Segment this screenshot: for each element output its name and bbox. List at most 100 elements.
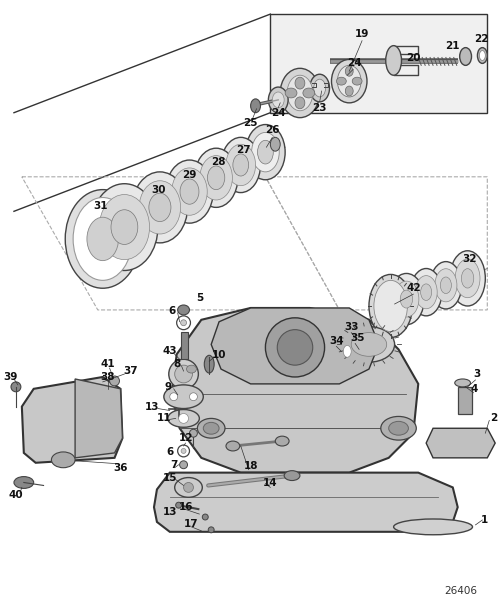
Ellipse shape [344, 345, 351, 357]
Ellipse shape [91, 184, 158, 270]
Text: 33: 33 [344, 321, 358, 332]
Ellipse shape [178, 305, 190, 315]
Ellipse shape [284, 471, 300, 481]
Ellipse shape [200, 156, 232, 200]
Text: 4: 4 [471, 384, 478, 394]
Text: 16: 16 [180, 502, 194, 512]
Text: 35: 35 [350, 332, 364, 343]
Text: 27: 27 [236, 145, 251, 155]
Ellipse shape [355, 348, 363, 362]
Ellipse shape [65, 190, 140, 289]
Ellipse shape [194, 148, 238, 207]
Ellipse shape [450, 251, 486, 306]
Ellipse shape [52, 452, 75, 468]
Ellipse shape [435, 269, 457, 302]
Circle shape [180, 320, 186, 326]
Text: 24: 24 [347, 59, 362, 68]
Ellipse shape [344, 327, 394, 362]
Ellipse shape [204, 355, 214, 373]
Ellipse shape [252, 132, 279, 172]
Text: 40: 40 [8, 490, 23, 500]
Ellipse shape [149, 193, 171, 221]
Polygon shape [172, 308, 418, 473]
Ellipse shape [166, 160, 213, 223]
Polygon shape [211, 308, 379, 384]
Ellipse shape [276, 436, 289, 446]
Ellipse shape [340, 340, 355, 363]
Text: 12: 12 [180, 433, 194, 443]
Ellipse shape [280, 68, 320, 118]
Circle shape [174, 365, 192, 383]
Ellipse shape [221, 137, 260, 193]
Circle shape [180, 461, 188, 468]
Circle shape [266, 318, 324, 377]
Circle shape [178, 445, 190, 457]
Ellipse shape [164, 385, 203, 409]
Text: 13: 13 [162, 507, 177, 517]
Text: 41: 41 [100, 359, 115, 369]
Ellipse shape [226, 144, 256, 185]
Text: 1: 1 [480, 515, 488, 525]
FancyBboxPatch shape [458, 387, 471, 414]
Ellipse shape [310, 74, 330, 102]
Ellipse shape [332, 59, 367, 103]
Ellipse shape [272, 92, 284, 108]
Ellipse shape [388, 273, 424, 325]
Ellipse shape [186, 365, 196, 373]
Text: 17: 17 [184, 519, 199, 529]
Text: 34: 34 [329, 336, 344, 345]
Ellipse shape [455, 259, 480, 298]
Circle shape [169, 359, 198, 389]
Text: 38: 38 [100, 372, 115, 382]
Ellipse shape [204, 422, 219, 434]
Text: 23: 23 [312, 102, 327, 113]
Ellipse shape [139, 181, 180, 234]
Text: 10: 10 [212, 350, 226, 361]
Circle shape [190, 429, 198, 437]
Ellipse shape [270, 137, 280, 151]
Ellipse shape [400, 290, 412, 308]
Ellipse shape [394, 281, 419, 317]
Circle shape [208, 527, 214, 533]
FancyBboxPatch shape [180, 332, 188, 359]
Ellipse shape [338, 65, 361, 97]
Text: 30: 30 [152, 185, 166, 195]
Ellipse shape [440, 277, 452, 293]
Text: 11: 11 [156, 414, 171, 423]
Ellipse shape [295, 97, 305, 109]
Ellipse shape [233, 154, 248, 176]
Ellipse shape [258, 140, 274, 164]
Ellipse shape [352, 77, 362, 85]
Text: 26406: 26406 [444, 586, 478, 596]
Text: 15: 15 [162, 473, 177, 483]
Text: 24: 24 [271, 108, 285, 118]
Circle shape [178, 414, 188, 423]
Text: 9: 9 [164, 382, 172, 392]
Text: 39: 39 [3, 372, 17, 382]
Polygon shape [270, 14, 488, 113]
Ellipse shape [410, 268, 442, 316]
Ellipse shape [226, 441, 240, 451]
Text: 2: 2 [490, 414, 498, 423]
Ellipse shape [430, 262, 462, 309]
Ellipse shape [374, 281, 408, 332]
Text: 26: 26 [265, 126, 280, 135]
Ellipse shape [386, 46, 402, 75]
Ellipse shape [388, 422, 408, 435]
Ellipse shape [460, 48, 471, 65]
Ellipse shape [455, 379, 470, 387]
Ellipse shape [351, 332, 386, 356]
Ellipse shape [415, 276, 437, 309]
Text: 37: 37 [123, 366, 138, 376]
Ellipse shape [480, 51, 486, 60]
Text: 31: 31 [94, 201, 108, 212]
Ellipse shape [314, 79, 326, 97]
Ellipse shape [172, 168, 207, 215]
Ellipse shape [168, 409, 200, 427]
Text: 29: 29 [182, 170, 196, 180]
Text: 21: 21 [446, 41, 460, 51]
Ellipse shape [268, 87, 288, 113]
Text: 43: 43 [162, 346, 177, 356]
Circle shape [181, 448, 186, 453]
Polygon shape [426, 428, 495, 458]
